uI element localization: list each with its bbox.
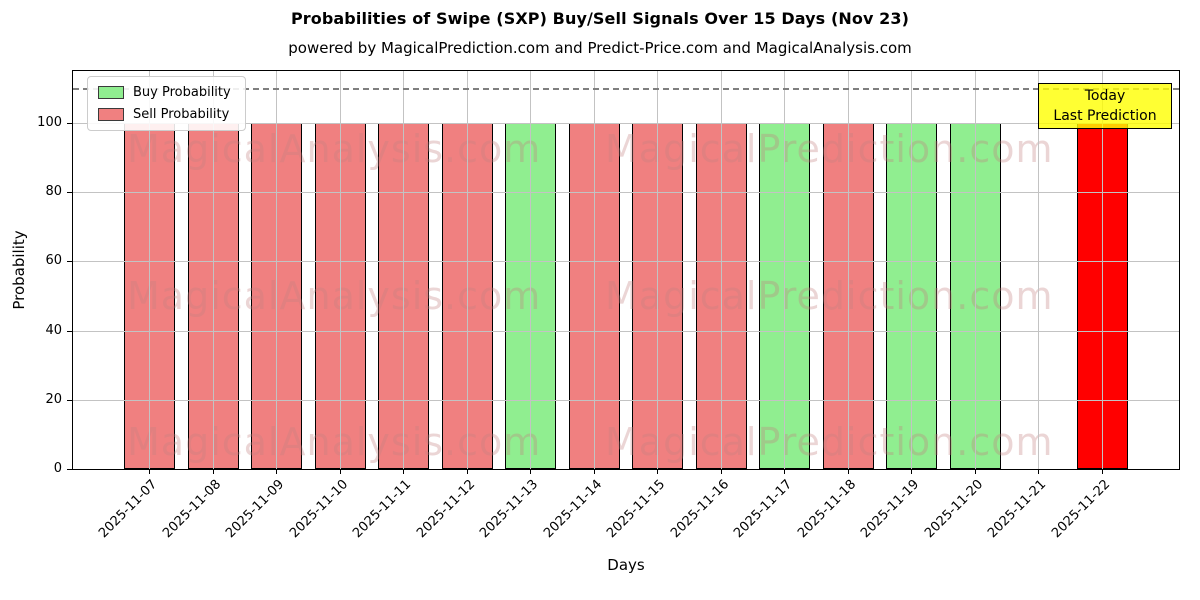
sell-swatch-icon	[98, 108, 124, 121]
x-tick-label-2025-11-11: 2025-11-11	[350, 477, 415, 542]
x-tick-2025-11-17	[784, 469, 786, 474]
gridline-x-2025-11-10	[339, 71, 341, 469]
gridline-x-2025-11-15	[657, 71, 659, 469]
gridline-x-2025-11-09	[276, 71, 278, 469]
x-tick-2025-11-11	[403, 469, 405, 474]
chart-title: Probabilities of Swipe (SXP) Buy/Sell Si…	[290, 9, 910, 28]
legend: Buy Probability Sell Probability	[87, 76, 246, 131]
x-tick-2025-11-19	[911, 469, 913, 474]
x-tick-2025-11-18	[847, 469, 849, 474]
x-tick-label-2025-11-12: 2025-11-12	[413, 477, 478, 542]
gridline-x-2025-11-11	[403, 71, 405, 469]
today-annotation-line1: Today	[1084, 88, 1126, 104]
y-tick-20	[67, 399, 72, 401]
x-tick-label-2025-11-14: 2025-11-14	[540, 477, 605, 542]
legend-label-buy: Buy Probability	[133, 85, 231, 100]
y-tick-label-20: 20	[45, 391, 62, 407]
x-tick-label-2025-11-09: 2025-11-09	[223, 477, 288, 542]
legend-label-sell: Sell Probability	[133, 107, 230, 122]
gridline-x-2025-11-13	[530, 71, 532, 469]
y-tick-100	[67, 122, 72, 124]
x-tick-2025-11-22	[1101, 469, 1103, 474]
watermark-right-row1: MagicalPrediction.com	[605, 127, 1054, 171]
x-tick-2025-11-16	[720, 469, 722, 474]
x-tick-label-2025-11-19: 2025-11-19	[858, 477, 923, 542]
watermark-left-row3: MagicalAnalysis.com	[127, 420, 542, 464]
chart-subtitle: powered by MagicalPrediction.com and Pre…	[288, 39, 912, 57]
x-tick-2025-11-21	[1038, 469, 1040, 474]
gridline-x-2025-11-19	[911, 71, 913, 469]
x-tick-label-2025-11-18: 2025-11-18	[794, 477, 859, 542]
y-tick-label-60: 60	[45, 253, 62, 269]
x-tick-label-2025-11-15: 2025-11-15	[604, 477, 669, 542]
y-tick-0	[67, 469, 72, 470]
gridline-x-2025-11-21	[1038, 71, 1040, 469]
gridline-y-40	[73, 330, 1179, 332]
x-tick-label-2025-11-17: 2025-11-17	[731, 477, 796, 542]
gridline-x-2025-11-07	[149, 71, 151, 469]
gridline-x-2025-11-17	[784, 71, 786, 469]
x-tick-label-2025-11-22: 2025-11-22	[1048, 477, 1113, 542]
watermark-left-row2: MagicalAnalysis.com	[127, 274, 542, 318]
x-tick-2025-11-15	[657, 469, 659, 474]
gridline-x-2025-11-22	[1101, 71, 1103, 469]
gridline-y-80	[73, 192, 1179, 194]
gridline-y-100	[73, 122, 1179, 124]
x-tick-label-2025-11-13: 2025-11-13	[477, 477, 542, 542]
watermark-left-row1: MagicalAnalysis.com	[127, 127, 542, 171]
today-annotation-line2: Last Prediction	[1053, 108, 1157, 124]
gridline-y-60	[73, 261, 1179, 263]
x-tick-label-2025-11-10: 2025-11-10	[286, 477, 351, 542]
y-tick-label-80: 80	[45, 184, 62, 200]
x-tick-label-2025-11-21: 2025-11-21	[985, 477, 1050, 542]
x-tick-2025-11-09	[276, 469, 278, 474]
x-axis-label: Days	[607, 556, 645, 574]
gridline-x-2025-11-08	[212, 71, 214, 469]
x-tick-label-2025-11-16: 2025-11-16	[667, 477, 732, 542]
plot-area: Buy Probability Sell Probability Today L…	[72, 70, 1180, 541]
y-tick-80	[67, 192, 72, 194]
x-tick-2025-11-14	[593, 469, 595, 474]
watermark-right-row3: MagicalPrediction.com	[605, 420, 1054, 464]
gridline-y-20	[73, 399, 1179, 401]
y-tick-label-0: 0	[53, 461, 62, 476]
buy-swatch-icon	[98, 86, 124, 99]
gridline-x-2025-11-12	[466, 71, 468, 469]
legend-entry-buy: Buy Probability	[98, 85, 231, 100]
y-tick-label-40: 40	[45, 322, 62, 338]
watermark-right-row2: MagicalPrediction.com	[605, 274, 1054, 318]
gridline-x-2025-11-18	[847, 71, 849, 469]
x-tick-2025-11-10	[339, 469, 341, 474]
y-tick-label-100: 100	[37, 114, 62, 130]
threshold-line	[73, 88, 1179, 91]
y-tick-60	[67, 261, 72, 263]
x-tick-2025-11-08	[212, 469, 214, 474]
today-annotation: Today Last Prediction	[1038, 83, 1172, 129]
x-tick-2025-11-20	[974, 469, 976, 474]
gridline-x-2025-11-16	[720, 71, 722, 469]
gridline-x-2025-11-20	[974, 71, 976, 469]
x-tick-label-2025-11-08: 2025-11-08	[159, 477, 224, 542]
gridline-x-2025-11-14	[593, 71, 595, 469]
y-axis-label: Probability	[10, 230, 28, 310]
x-tick-2025-11-13	[530, 469, 532, 474]
x-tick-label-2025-11-07: 2025-11-07	[96, 477, 161, 542]
x-tick-2025-11-12	[466, 469, 468, 474]
legend-entry-sell: Sell Probability	[98, 107, 231, 122]
x-tick-label-2025-11-20: 2025-11-20	[921, 477, 986, 542]
y-tick-40	[67, 330, 72, 332]
x-tick-2025-11-07	[149, 469, 151, 474]
